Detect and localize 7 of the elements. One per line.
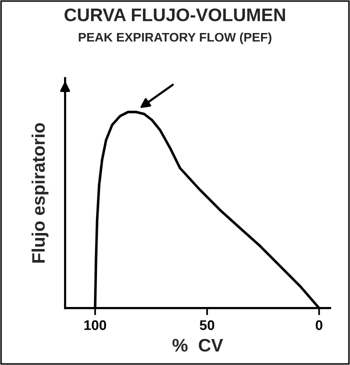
x-tick-label: 50 — [200, 320, 214, 330]
y-axis-title: Flujo espiratorio — [32, 123, 48, 263]
x-tick-label: 0 — [316, 320, 322, 330]
chart-subtitle: PEAK EXPIRATORY FLOW (PEF) — [78, 32, 272, 44]
chart-title: CURVA FLUJO-VOLUMEN — [64, 8, 285, 22]
x-axis-title: % CV — [172, 338, 224, 352]
x-tick-label: 100 — [84, 320, 106, 330]
